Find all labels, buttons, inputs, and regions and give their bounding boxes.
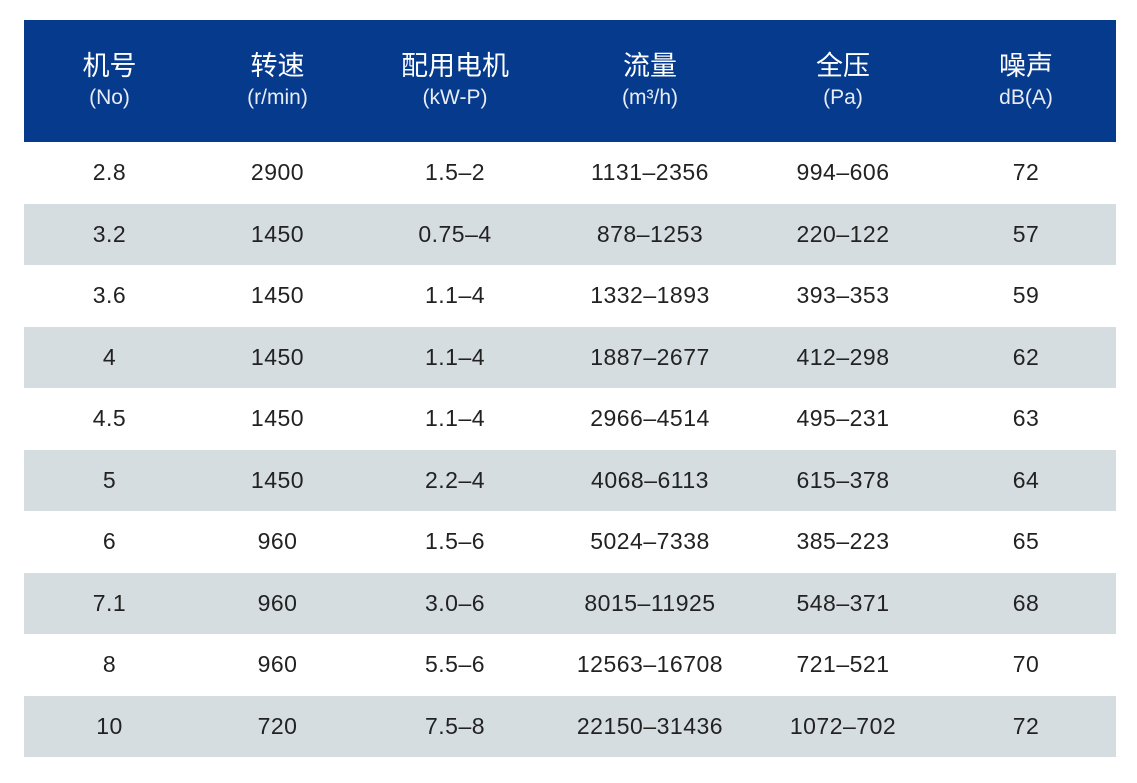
cell-model-no: 4 (24, 326, 195, 388)
column-header-model-no: 机号 (No) (24, 20, 195, 142)
cell-motor-power: 1.1–4 (360, 326, 550, 388)
cell-noise: 57 (936, 203, 1116, 265)
table-row: 2.8 2900 1.5–2 1131–2356 994–606 72 (24, 142, 1116, 204)
table-row: 4 1450 1.1–4 1887–2677 412–298 62 (24, 326, 1116, 388)
cell-speed: 720 (195, 695, 360, 757)
cell-model-no: 4.5 (92, 405, 127, 432)
table-row: 3.6 1450 1.1–4 1332–1893 393–353 59 (24, 265, 1116, 327)
cell-speed: 1450 (250, 405, 305, 432)
cell-speed: 1450 (250, 282, 305, 309)
cell-motor-power: 1.5–2 (424, 159, 486, 186)
cell-motor-power: 1.5–6 (424, 528, 486, 555)
column-header-motor-power: 配用电机 (kW-P) (360, 20, 550, 142)
cell-total-pressure: 721–521 (796, 651, 890, 678)
cell-total-pressure: 393–353 (796, 282, 890, 309)
column-title: 全压 (816, 51, 870, 82)
cell-total-pressure: 548–371 (750, 572, 936, 634)
table-row: 4.5 1450 1.1–4 2966–4514 495–231 63 (24, 388, 1116, 450)
column-header-airflow: 流量 (m³/h) (550, 20, 750, 142)
cell-airflow: 12563–16708 (576, 651, 724, 678)
column-header-total-pressure: 全压 (Pa) (750, 20, 936, 142)
cell-speed: 1450 (195, 326, 360, 388)
table-body: 2.8 2900 1.5–2 1131–2356 994–606 72 3.2 1450 0.7… (24, 142, 1116, 757)
cell-airflow: 8015–11925 (550, 572, 750, 634)
cell-airflow: 4068–6113 (550, 449, 750, 511)
cell-airflow: 1887–2677 (550, 326, 750, 388)
cell-total-pressure: 220–122 (750, 203, 936, 265)
cell-airflow: 1332–1893 (590, 282, 710, 309)
cell-model-no: 2.8 (92, 159, 127, 186)
cell-motor-power: 0.75–4 (360, 203, 550, 265)
cell-speed: 1450 (195, 449, 360, 511)
column-title: 配用电机 (401, 51, 509, 82)
cell-speed: 2900 (250, 159, 305, 186)
table-row: 8 960 5.5–6 12563–16708 721–521 70 (24, 634, 1116, 696)
cell-total-pressure: 412–298 (750, 326, 936, 388)
column-title: 噪声 (999, 51, 1053, 82)
cell-model-no: 3.6 (92, 282, 127, 309)
cell-noise: 64 (936, 449, 1116, 511)
cell-noise: 65 (1012, 528, 1040, 555)
table-row: 7.1 960 3.0–6 8015–11925 548–371 68 (24, 572, 1116, 634)
cell-model-no: 7.1 (24, 572, 195, 634)
cell-total-pressure: 615–378 (750, 449, 936, 511)
cell-model-no: 10 (24, 695, 195, 757)
cell-motor-power: 5.5–6 (424, 651, 486, 678)
column-header-noise: 噪声 dB(A) (936, 20, 1116, 142)
cell-airflow: 878–1253 (550, 203, 750, 265)
column-title: 转速 (250, 51, 305, 82)
column-title: 机号 (82, 51, 137, 82)
table-row: 6 960 1.5–6 5024–7338 385–223 65 (24, 511, 1116, 573)
cell-noise: 62 (936, 326, 1116, 388)
cell-noise: 59 (1012, 282, 1040, 309)
cell-airflow: 5024–7338 (590, 528, 710, 555)
cell-speed: 960 (257, 651, 298, 678)
cell-model-no: 5 (24, 449, 195, 511)
cell-noise: 63 (1012, 405, 1040, 432)
cell-motor-power: 3.0–6 (360, 572, 550, 634)
column-unit: (No) (89, 86, 130, 109)
cell-noise: 72 (936, 695, 1116, 757)
cell-noise: 72 (1012, 159, 1040, 186)
cell-total-pressure: 385–223 (796, 528, 890, 555)
cell-total-pressure: 495–231 (796, 405, 890, 432)
cell-model-no: 8 (102, 651, 117, 678)
cell-motor-power: 1.1–4 (424, 405, 486, 432)
cell-motor-power: 1.1–4 (424, 282, 486, 309)
column-unit: (Pa) (823, 86, 863, 109)
column-header-speed: 转速 (r/min) (195, 20, 360, 142)
cell-motor-power: 2.2–4 (360, 449, 550, 511)
cell-model-no: 6 (102, 528, 117, 555)
table-row: 10 720 7.5–8 22150–31436 1072–702 72 (24, 695, 1116, 757)
table-row: 3.2 1450 0.75–4 878–1253 220–122 57 (24, 203, 1116, 265)
column-unit: (m³/h) (622, 86, 678, 109)
cell-speed: 960 (257, 528, 298, 555)
column-unit: (r/min) (247, 86, 308, 109)
fan-spec-table: 机号 (No) 转速 (r/min) 配用电机 (kW-P) 流量 (m³/h) 全压 (Pa) 噪… (24, 20, 1116, 757)
cell-noise: 68 (936, 572, 1116, 634)
table-row: 5 1450 2.2–4 4068–6113 615–378 64 (24, 449, 1116, 511)
cell-model-no: 3.2 (24, 203, 195, 265)
cell-total-pressure: 1072–702 (750, 695, 936, 757)
cell-airflow: 2966–4514 (590, 405, 710, 432)
cell-airflow: 1131–2356 (591, 159, 709, 186)
column-unit: dB(A) (999, 86, 1053, 109)
cell-airflow: 22150–31436 (550, 695, 750, 757)
cell-speed: 960 (195, 572, 360, 634)
cell-motor-power: 7.5–8 (360, 695, 550, 757)
column-title: 流量 (623, 51, 677, 82)
cell-noise: 70 (1012, 651, 1040, 678)
cell-speed: 1450 (195, 203, 360, 265)
cell-total-pressure: 994–606 (796, 159, 890, 186)
column-unit: (kW-P) (422, 86, 488, 109)
table-header: 机号 (No) 转速 (r/min) 配用电机 (kW-P) 流量 (m³/h) 全压 (Pa) 噪… (24, 20, 1116, 142)
